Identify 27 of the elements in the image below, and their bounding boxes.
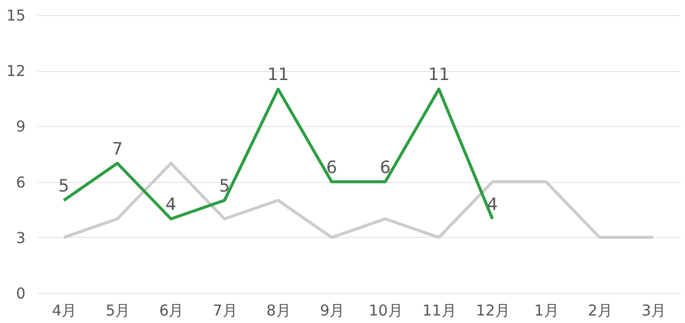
x-tick-label: 6月 — [159, 302, 184, 320]
data-label: 5 — [219, 176, 230, 196]
x-tick-label: 5月 — [106, 302, 130, 320]
data-label: 4 — [166, 194, 176, 215]
data-label: 5 — [58, 176, 70, 196]
x-tick-label: 3月 — [641, 302, 666, 320]
data-label: 11 — [428, 65, 450, 86]
data-label: 6 — [380, 158, 391, 178]
x-tick-label: 12月 — [476, 302, 510, 320]
x-tick-label: 2月 — [588, 302, 612, 320]
y-tick-label: 15 — [6, 6, 26, 24]
y-tick-label: 12 — [6, 62, 26, 80]
y-tick-label: 0 — [16, 284, 26, 302]
x-tick-label: 11月 — [422, 302, 456, 320]
y-tick-label: 3 — [16, 228, 26, 247]
data-label: 6 — [326, 158, 338, 178]
data-label: 4 — [487, 194, 498, 215]
x-tick-label: 9月 — [320, 302, 344, 320]
x-tick-label: 4月 — [52, 302, 77, 320]
x-tick-label: 10月 — [368, 302, 403, 320]
y-tick-label: 6 — [16, 173, 26, 192]
data-label: 11 — [267, 65, 289, 86]
x-tick-label: 8月 — [266, 302, 291, 320]
data-label: 7 — [112, 139, 123, 160]
y-tick-label: 9 — [16, 118, 26, 136]
x-tick-label: 1月 — [534, 302, 559, 320]
x-tick-label: 7月 — [212, 302, 238, 320]
